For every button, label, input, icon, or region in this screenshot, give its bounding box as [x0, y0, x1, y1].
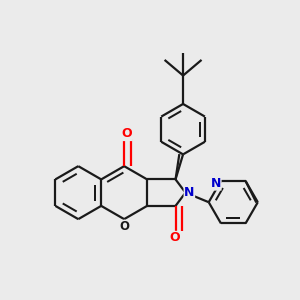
- Text: O: O: [119, 220, 129, 233]
- Text: N: N: [211, 177, 221, 190]
- Text: N: N: [184, 186, 195, 199]
- Text: O: O: [169, 231, 180, 244]
- Text: O: O: [122, 128, 132, 140]
